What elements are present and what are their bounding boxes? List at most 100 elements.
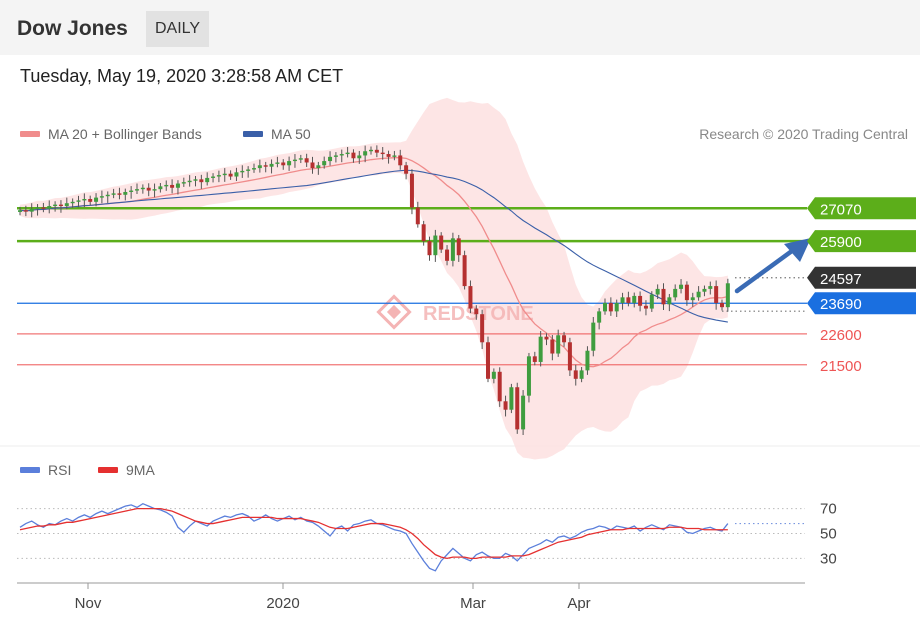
candle-body bbox=[515, 387, 520, 430]
ma20-line bbox=[19, 157, 729, 368]
x-tick-label-Apr: Apr bbox=[567, 595, 590, 612]
candle-body bbox=[316, 165, 321, 169]
watermark-logo-icon bbox=[376, 294, 412, 330]
forecast-arrow-head bbox=[784, 238, 811, 262]
x-axis: Nov 2020 Mar Apr bbox=[17, 582, 805, 612]
ma50-swatch bbox=[243, 131, 263, 137]
candle-body bbox=[23, 210, 28, 212]
bollinger-band bbox=[20, 97, 728, 460]
candle-body bbox=[538, 336, 543, 362]
watermark-logo-inner bbox=[386, 304, 402, 320]
candle-body bbox=[82, 199, 87, 201]
candle-body bbox=[193, 179, 198, 181]
candle-body bbox=[608, 302, 613, 312]
candles bbox=[18, 145, 730, 435]
level-label-25900: 25900 bbox=[820, 234, 862, 251]
level-tags: 27070 25900 24597 23690 22600 21500 bbox=[807, 197, 916, 375]
moving-averages bbox=[19, 157, 729, 368]
candle-body bbox=[655, 288, 660, 295]
level-label-22600: 22600 bbox=[820, 327, 862, 344]
candle-body bbox=[503, 401, 508, 410]
rsi-swatch bbox=[20, 467, 40, 473]
candle-body bbox=[702, 288, 707, 292]
rsi-series-9ma bbox=[19, 507, 728, 560]
ma50-line bbox=[19, 169, 728, 323]
candle-body bbox=[684, 284, 689, 301]
candle-body bbox=[474, 308, 479, 315]
candle-body bbox=[35, 207, 40, 209]
watermark-text: REDSTONE bbox=[423, 303, 534, 325]
candle-body bbox=[398, 155, 403, 166]
candle-body bbox=[720, 302, 724, 308]
legend-ma20: MA 20 + Bollinger Bands bbox=[20, 126, 202, 142]
legend-9ma-label: 9MA bbox=[126, 462, 155, 478]
candle-body bbox=[187, 180, 192, 183]
legend-ma20-label: MA 20 + Bollinger Bands bbox=[48, 126, 202, 142]
x-tick-label-2020: 2020 bbox=[266, 595, 299, 612]
ma9-swatch bbox=[98, 467, 118, 473]
candle-body bbox=[345, 152, 350, 155]
candle-body bbox=[714, 286, 719, 303]
candle-body bbox=[632, 295, 637, 303]
ma20-swatch bbox=[20, 131, 40, 137]
candle-body bbox=[386, 154, 391, 157]
candle-body bbox=[164, 184, 169, 187]
candle-body bbox=[181, 182, 186, 184]
candle-body bbox=[140, 187, 145, 190]
candle-body bbox=[70, 201, 75, 204]
candle-body bbox=[135, 189, 139, 191]
candle-body bbox=[521, 395, 526, 430]
candle-body bbox=[310, 162, 315, 169]
candle-body bbox=[725, 283, 730, 308]
period-badge[interactable]: DAILY bbox=[146, 11, 210, 47]
level-tag-24597 bbox=[807, 266, 916, 289]
candle-body bbox=[105, 194, 110, 197]
candle-body bbox=[275, 162, 280, 164]
candle-body bbox=[468, 286, 473, 309]
candle-body bbox=[211, 176, 216, 178]
candle-body bbox=[585, 350, 590, 371]
level-label-23690: 23690 bbox=[820, 296, 862, 313]
candle-body bbox=[47, 206, 52, 209]
legend-ma50: MA 50 bbox=[243, 126, 311, 142]
rsi-tick-70: 70 bbox=[820, 501, 837, 518]
forecast-arrow-line bbox=[734, 245, 799, 294]
candle-body bbox=[88, 199, 93, 202]
candle-body bbox=[363, 151, 368, 156]
candle-body bbox=[597, 311, 602, 323]
level-label-24597: 24597 bbox=[820, 271, 862, 288]
candle-body bbox=[567, 342, 572, 371]
candle-body bbox=[556, 335, 561, 354]
candle-body bbox=[626, 297, 631, 303]
x-tick-label-Nov: Nov bbox=[75, 595, 102, 612]
candle-body bbox=[369, 149, 373, 152]
candle-body bbox=[76, 200, 81, 202]
candle-body bbox=[252, 168, 256, 170]
candle-body bbox=[129, 190, 134, 192]
legend-rsi-label: RSI bbox=[48, 462, 72, 478]
candle-body bbox=[404, 165, 409, 174]
candle-body bbox=[333, 155, 338, 157]
candle-body bbox=[673, 288, 678, 298]
level-label-27070: 27070 bbox=[820, 201, 862, 218]
candle-body bbox=[591, 322, 596, 351]
candle-body bbox=[614, 302, 619, 312]
candle-body bbox=[679, 284, 684, 289]
candle-body bbox=[234, 172, 239, 177]
forecast-arrow bbox=[734, 238, 811, 294]
candle-body bbox=[287, 161, 292, 166]
candle-body bbox=[357, 155, 362, 159]
candle-body bbox=[228, 173, 233, 177]
candle-body bbox=[486, 342, 490, 379]
candle-body bbox=[298, 158, 303, 160]
candle-body bbox=[667, 297, 672, 305]
candle-body bbox=[170, 184, 175, 188]
candle-body bbox=[281, 162, 286, 166]
candle-body bbox=[696, 291, 701, 298]
timestamp: Tuesday, May 19, 2020 3:28:58 AM CET bbox=[20, 66, 344, 86]
rsi-tick-50: 50 bbox=[820, 526, 837, 543]
candle-body bbox=[620, 297, 625, 303]
candle-body bbox=[439, 235, 444, 250]
legend-ma50-label: MA 50 bbox=[271, 126, 311, 142]
